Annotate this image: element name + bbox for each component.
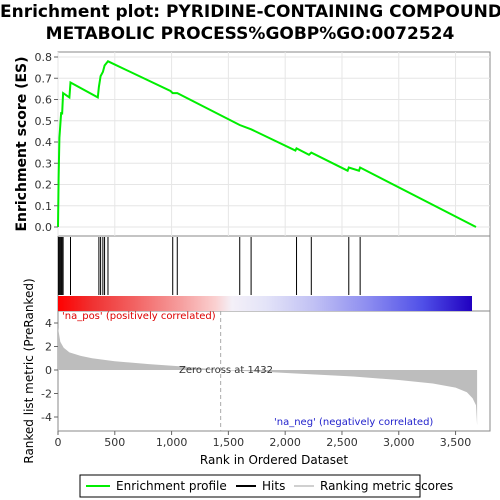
es-y-tick-label: 0.4 — [35, 136, 53, 149]
ranking-metric-area — [58, 327, 478, 426]
x-tick-label: 2,000 — [269, 436, 301, 449]
neg-correlated-label: 'na_neg' (negatively correlated) — [274, 417, 433, 428]
x-tick-label: 1,500 — [213, 436, 245, 449]
metric-y-tick-label: 2 — [45, 341, 52, 354]
legend-metric-label: Ranking metric scores — [320, 479, 453, 493]
x-tick-label: 2,500 — [326, 436, 358, 449]
es-y-tick-label: 0.6 — [35, 94, 53, 107]
metric-y-tick-label: -2 — [41, 388, 52, 401]
es-panel-frame — [57, 51, 491, 237]
pos-correlated-label: 'na_pos' (positively correlated) — [62, 311, 216, 322]
legend-enrichment-label: Enrichment profile — [116, 479, 227, 493]
enrichment-profile-line — [57, 60, 477, 228]
metric-y-tick-label: -4 — [41, 411, 52, 424]
x-tick-label: 500 — [104, 436, 125, 449]
es-y-tick-label: 0.3 — [35, 157, 53, 170]
es-y-axis-label: Enrichment score (ES) — [14, 56, 30, 231]
es-y-tick-label: 0.5 — [35, 115, 53, 128]
ranking-color-bar — [58, 296, 472, 311]
metric-y-tick-label: 0 — [45, 364, 52, 377]
es-y-tick-label: 0.1 — [35, 200, 53, 213]
metric-y-axis-label: Ranked list metric (PreRanked) — [22, 278, 36, 463]
es-y-tick-label: 0.2 — [35, 179, 53, 192]
x-tick-label: 1,000 — [156, 436, 188, 449]
chart-title-line-1: Enrichment plot: PYRIDINE-CONTAINING COM… — [0, 2, 500, 22]
x-tick-label: 3,000 — [383, 436, 415, 449]
metric-y-tick-label: 4 — [45, 317, 52, 330]
x-tick-label: 3,500 — [440, 436, 472, 449]
chart-title-line-2: METABOLIC PROCESS%GOBP%GO:0072524 — [45, 24, 455, 44]
es-y-tick-label: 0.7 — [35, 72, 53, 85]
zero-cross-label: Zero cross at 1432 — [179, 365, 273, 376]
es-y-tick-label: 0.0 — [35, 221, 53, 234]
x-tick-label: 0 — [55, 436, 62, 449]
x-axis-label: Rank in Ordered Dataset — [200, 453, 348, 467]
es-y-tick-label: 0.8 — [35, 51, 53, 64]
legend-hits-label: Hits — [262, 479, 285, 493]
